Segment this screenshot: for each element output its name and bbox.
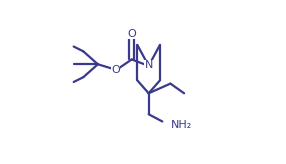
Text: O: O [127,29,136,39]
Text: O: O [111,65,120,75]
Text: N: N [144,60,153,70]
Text: NH₂: NH₂ [171,120,192,130]
